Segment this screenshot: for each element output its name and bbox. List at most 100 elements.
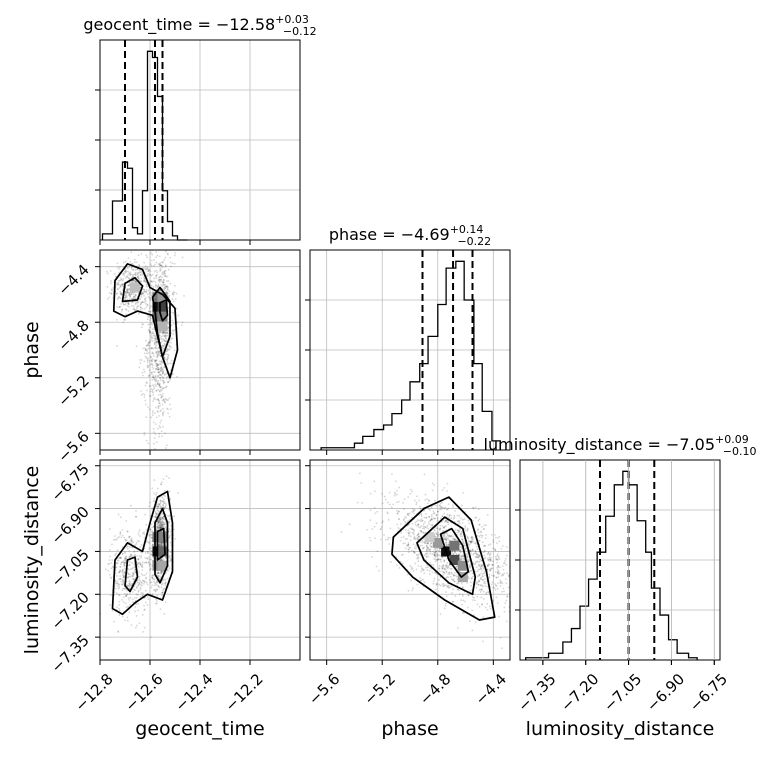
sample-point [124,568,126,570]
sample-point [442,565,445,568]
sample-point [142,301,145,303]
sample-point [159,527,162,530]
sample-point [144,355,147,358]
sample-point [397,518,400,521]
sample-point [464,529,467,532]
sample-point [127,584,130,587]
sample-point [476,570,479,573]
sample-point [166,357,169,360]
sample-point [157,379,160,382]
sample-point [172,293,175,296]
sample-point [106,272,109,275]
sample-point [138,576,141,578]
sample-point [173,254,176,257]
sample-point [396,493,398,496]
sample-point [160,369,163,372]
sample-point [127,573,130,575]
sample-point [460,555,463,558]
hist-panel-luminosity_distance: luminosity_distance = −7.05+0.09 −0.10−7.… [484,433,757,715]
sample-point [164,578,167,581]
sample-point [504,602,507,604]
sample-point [524,574,526,576]
sample-point [140,273,143,276]
sample-point [158,383,161,386]
sample-point [169,408,172,410]
sample-point [431,571,434,574]
sample-point [463,542,466,545]
sample-point [158,542,161,545]
sample-point [159,526,162,529]
sample-point [146,268,149,271]
sample-point [162,570,165,573]
sample-point [476,595,479,598]
sample-point [144,453,146,455]
sample-point [466,552,469,554]
sample-point [134,279,137,282]
sample-point [134,293,137,296]
sample-point [435,514,438,517]
sample-point [149,567,152,570]
sample-point [159,373,162,376]
sample-point [436,554,439,557]
sample-point [132,274,135,277]
sample-point [159,522,161,525]
sample-point [439,558,442,561]
sample-point [491,563,494,566]
sample-point [447,523,450,526]
sample-point [374,512,377,515]
sample-point [151,294,153,296]
sample-point [161,500,164,503]
sample-point [144,348,147,351]
sample-point [118,603,121,606]
sample-point [162,369,165,372]
sample-point [156,273,158,276]
sample-point [160,542,163,545]
sample-point [148,505,151,508]
sample-point [121,569,124,572]
sample-point [133,554,136,557]
sample-point [166,381,169,383]
sample-point [423,509,425,512]
sample-point [163,366,165,369]
sample-point [452,574,455,577]
sample-point [413,512,415,515]
sample-point [130,266,133,269]
sample-point [477,556,480,559]
sample-point [159,386,162,389]
sample-point [160,280,162,283]
sample-point [139,280,142,283]
sample-point [147,343,150,346]
sample-point [140,326,143,329]
x-tick-label-phase: −4.8 [416,670,454,708]
sample-point [168,490,171,493]
sample-point [113,620,115,623]
sample-point [128,277,131,280]
sample-point [148,288,151,290]
sample-point [163,381,166,384]
sample-point [166,286,169,289]
sample-point [414,538,417,541]
sample-point [162,525,165,528]
sample-point [170,524,173,527]
sample-point [137,312,140,315]
sample-point [164,601,167,604]
sample-point [441,501,444,504]
sample-point [530,632,532,634]
sample-point [155,261,158,264]
sample-point [155,600,158,602]
sample-point [157,236,159,238]
sample-point [418,519,421,522]
sample-point [151,337,154,339]
sample-point [143,289,146,291]
sample-point [420,565,423,568]
sample-point [143,261,146,264]
sample-point [163,587,166,590]
sample-point [145,381,148,384]
sample-point [128,298,131,300]
sample-point [136,301,139,303]
sample-point [166,349,169,351]
sample-point [142,580,145,582]
sample-point [469,540,471,543]
sample-point [130,537,133,540]
sample-point [171,319,174,322]
